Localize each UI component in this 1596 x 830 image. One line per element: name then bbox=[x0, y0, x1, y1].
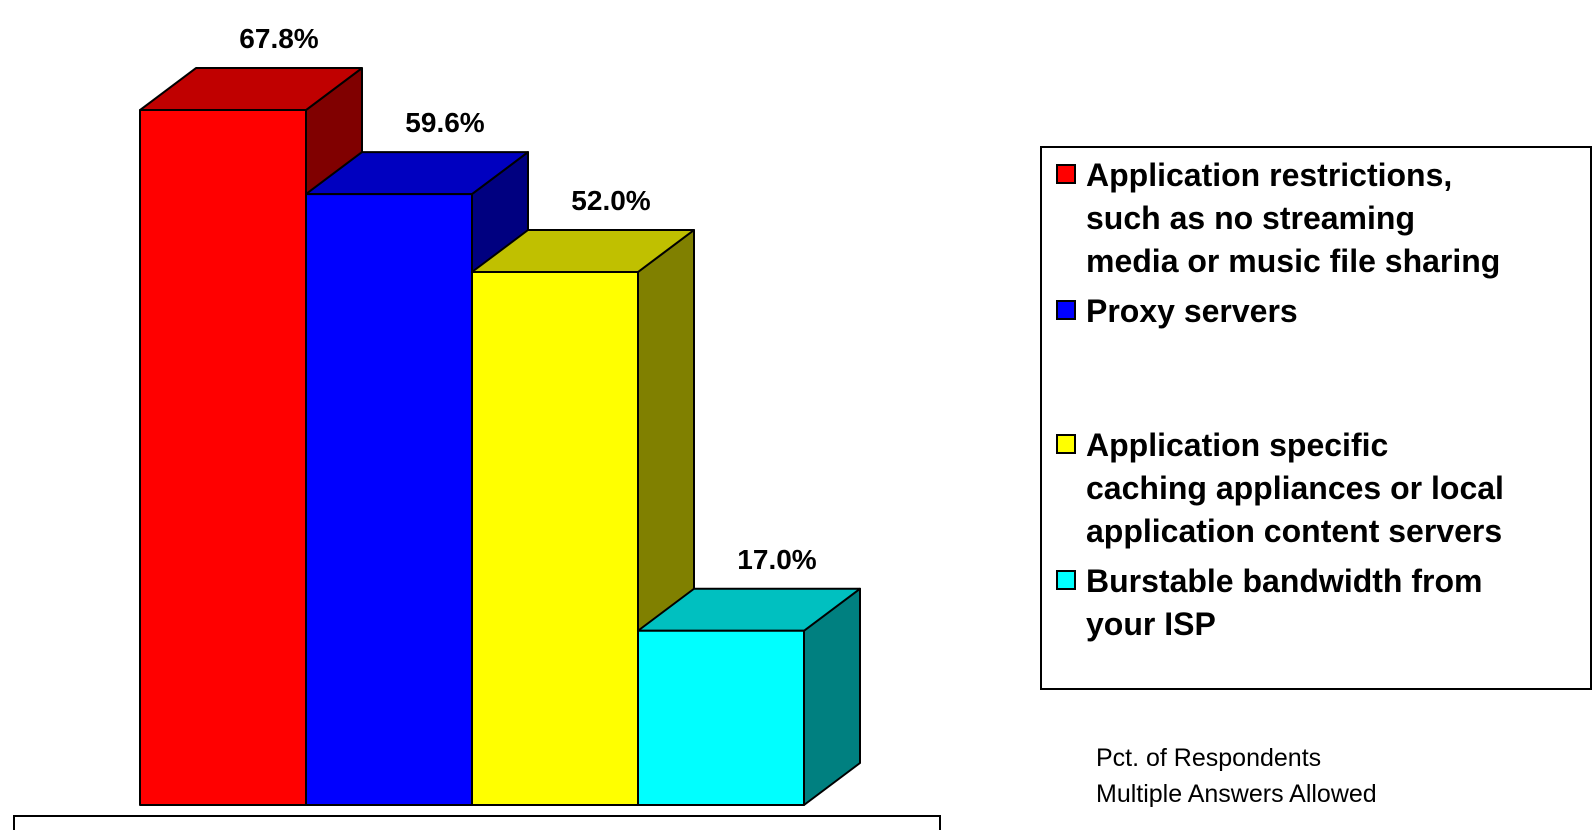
legend-label: Application specific caching appliances … bbox=[1086, 427, 1504, 549]
bar-front bbox=[637, 629, 805, 806]
legend-swatch-yellow bbox=[1056, 434, 1076, 454]
legend-item-caching-appliances: Application specific caching appliances … bbox=[1056, 424, 1586, 553]
bar-4: 17.0% bbox=[637, 544, 861, 806]
note-line-1: Pct. of Respondents bbox=[1096, 744, 1322, 772]
legend-item-burstable-bandwidth: Burstable bandwidth from your ISP bbox=[1056, 560, 1586, 646]
bar-front bbox=[139, 109, 307, 806]
legend-swatch-cyan bbox=[1056, 570, 1076, 590]
legend-label: Burstable bandwidth from your ISP bbox=[1086, 563, 1483, 642]
legend-label: Proxy servers bbox=[1086, 293, 1298, 329]
data-label: 59.6% bbox=[405, 107, 484, 138]
note-line-2: Multiple Answers Allowed bbox=[1096, 780, 1377, 808]
chart-floor-box bbox=[13, 815, 941, 830]
bar-front bbox=[305, 193, 473, 806]
data-label: 52.0% bbox=[571, 185, 650, 216]
legend-item-proxy-servers: Proxy servers bbox=[1056, 290, 1586, 333]
legend-swatch-red bbox=[1056, 164, 1076, 184]
legend-label: Application restrictions, such as no str… bbox=[1086, 157, 1501, 279]
bar-front bbox=[471, 271, 639, 806]
legend-swatch-blue bbox=[1056, 300, 1076, 320]
legend-item-application-restrictions: Application restrictions, such as no str… bbox=[1056, 154, 1586, 283]
data-label: 17.0% bbox=[737, 544, 816, 575]
respondents-note: Pct. of Respondents Multiple Answers All… bbox=[1096, 740, 1377, 812]
bars-layer: 67.8% 59.6% 52.0% 17.0% bbox=[139, 23, 861, 806]
data-label: 67.8% bbox=[239, 23, 318, 54]
legend: Application restrictions, such as no str… bbox=[1040, 146, 1592, 690]
